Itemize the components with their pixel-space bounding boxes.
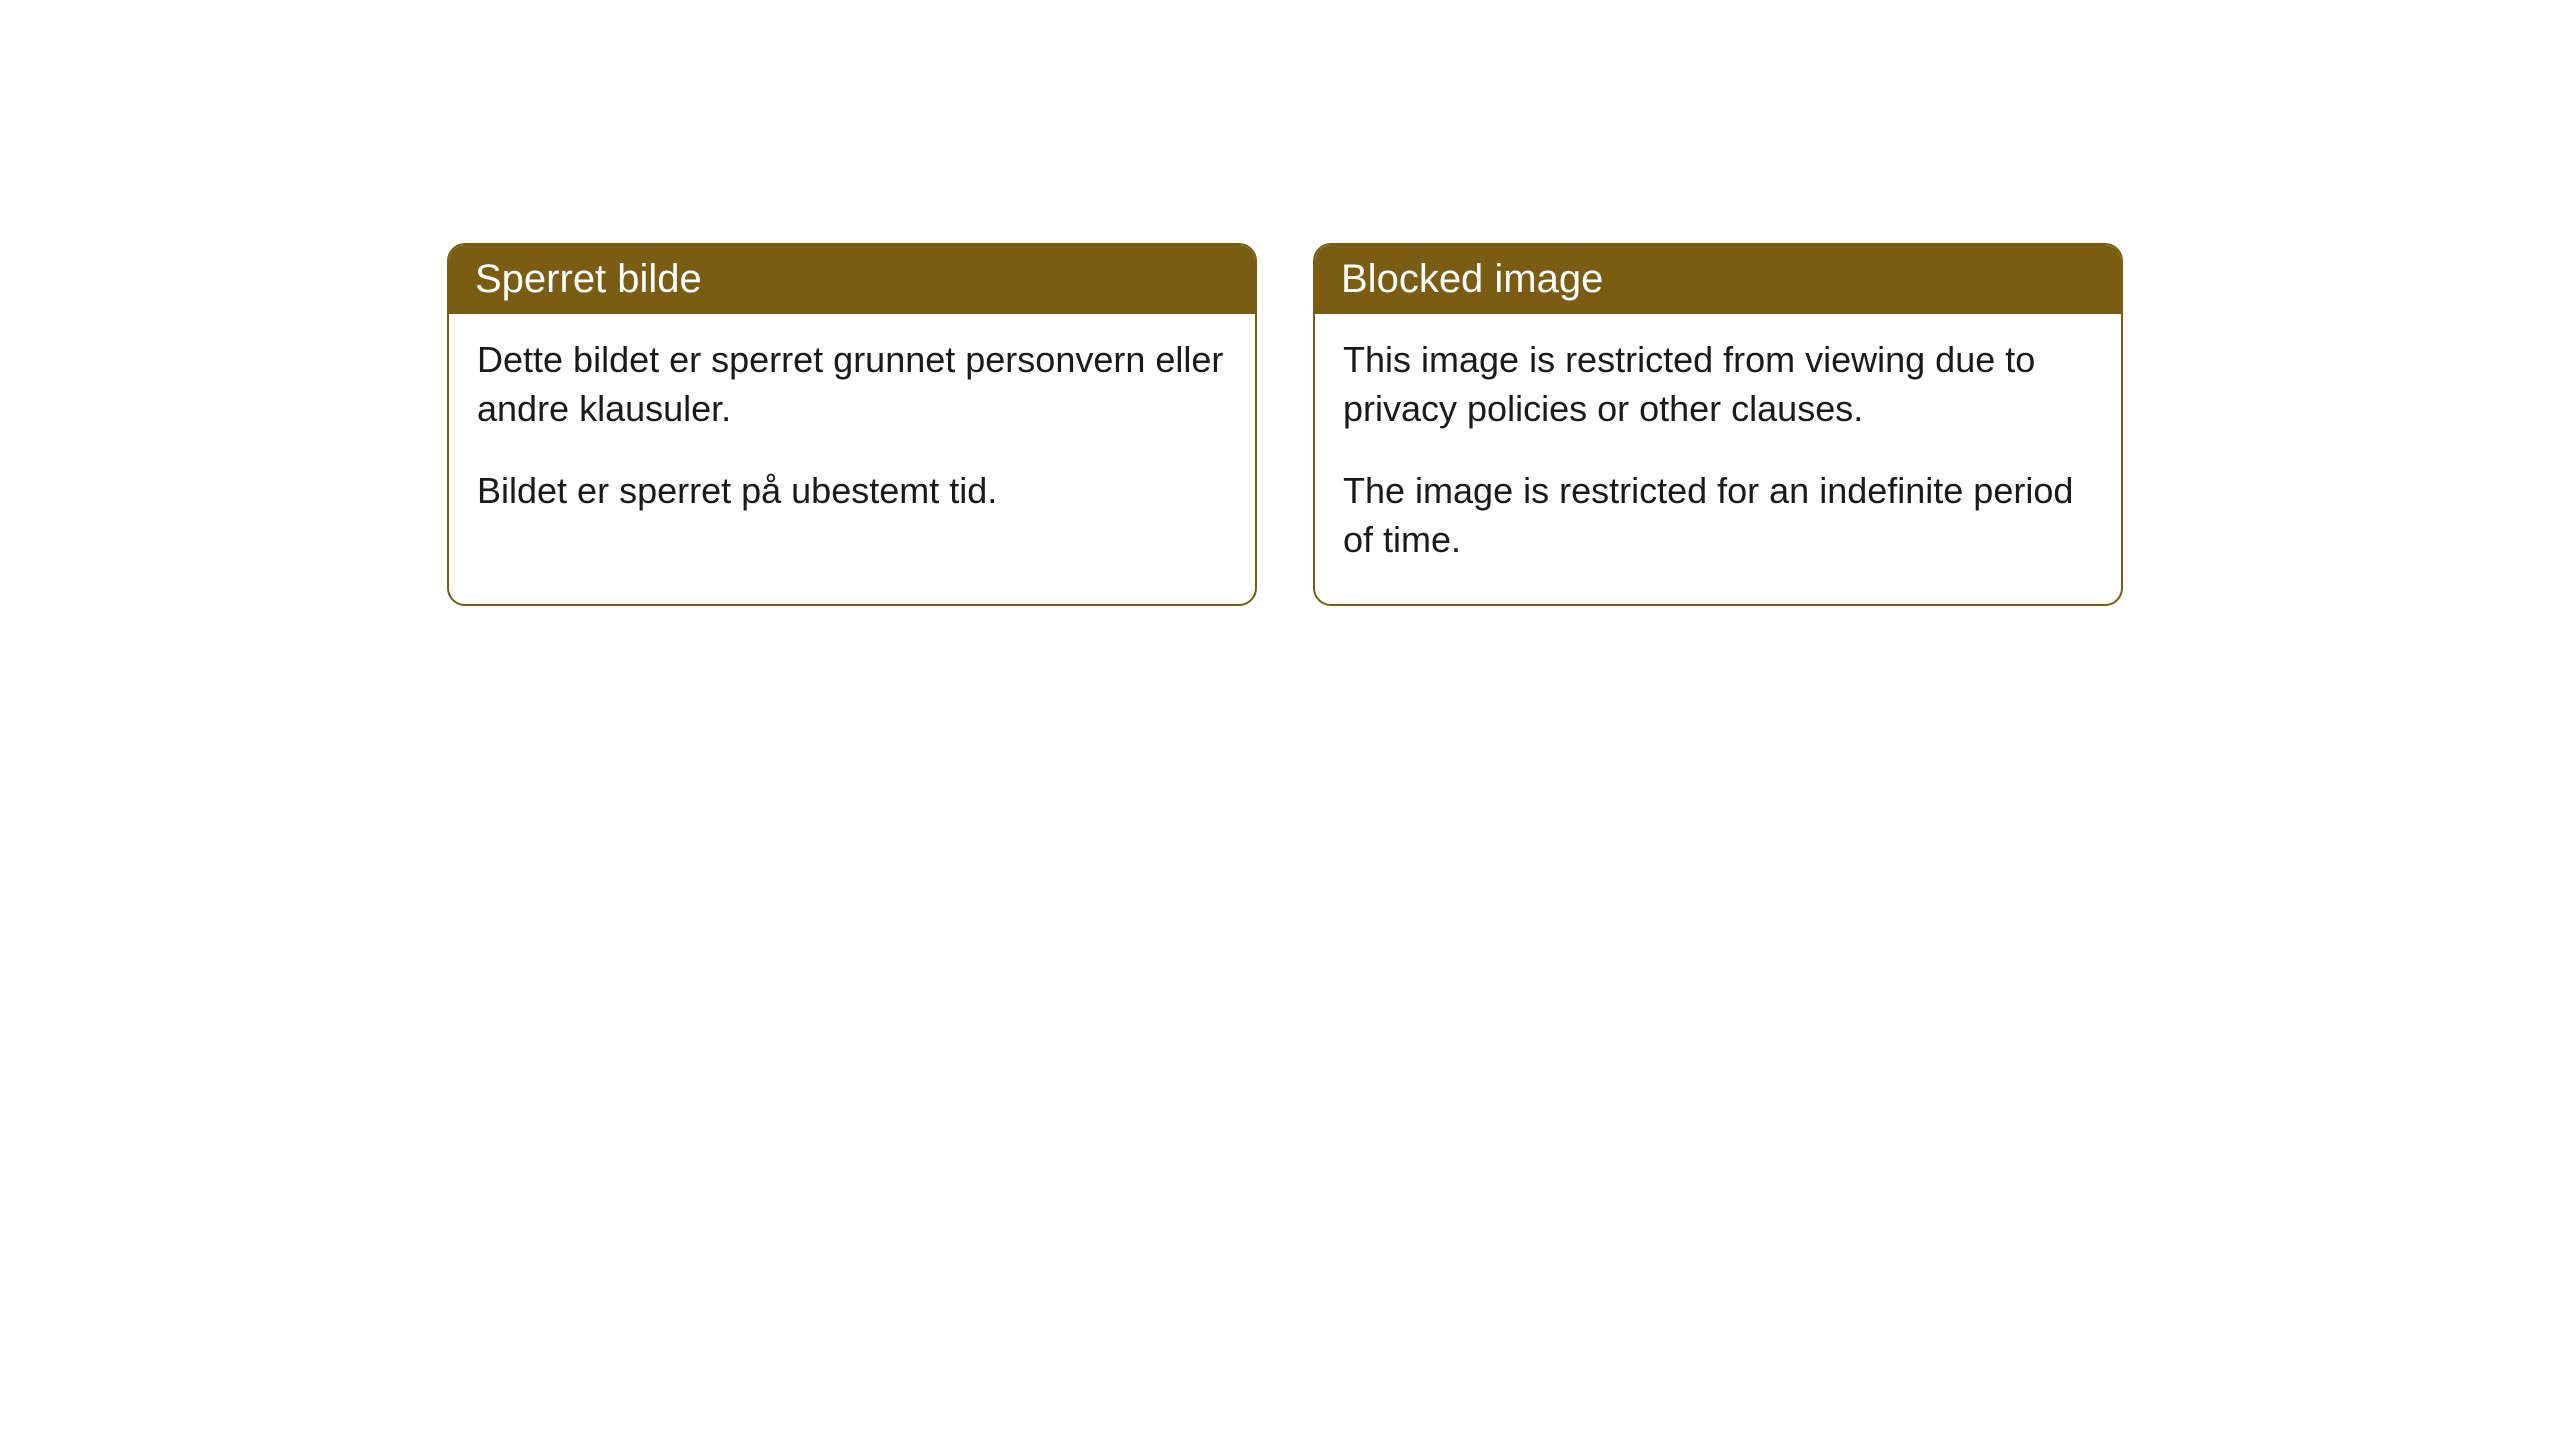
notice-cards-container: Sperret bilde Dette bildet er sperret gr… [447,243,2123,606]
card-paragraph: Dette bildet er sperret grunnet personve… [477,336,1227,433]
blocked-image-card-english: Blocked image This image is restricted f… [1313,243,2123,606]
card-paragraph: Bildet er sperret på ubestemt tid. [477,467,1227,516]
card-title: Blocked image [1341,257,1603,301]
blocked-image-card-norwegian: Sperret bilde Dette bildet er sperret gr… [447,243,1257,606]
card-header-english: Blocked image [1315,245,2121,314]
card-body-norwegian: Dette bildet er sperret grunnet personve… [449,314,1255,556]
card-title: Sperret bilde [475,257,702,301]
card-paragraph: The image is restricted for an indefinit… [1343,467,2093,564]
card-paragraph: This image is restricted from viewing du… [1343,336,2093,433]
card-body-english: This image is restricted from viewing du… [1315,314,2121,604]
card-header-norwegian: Sperret bilde [449,245,1255,314]
